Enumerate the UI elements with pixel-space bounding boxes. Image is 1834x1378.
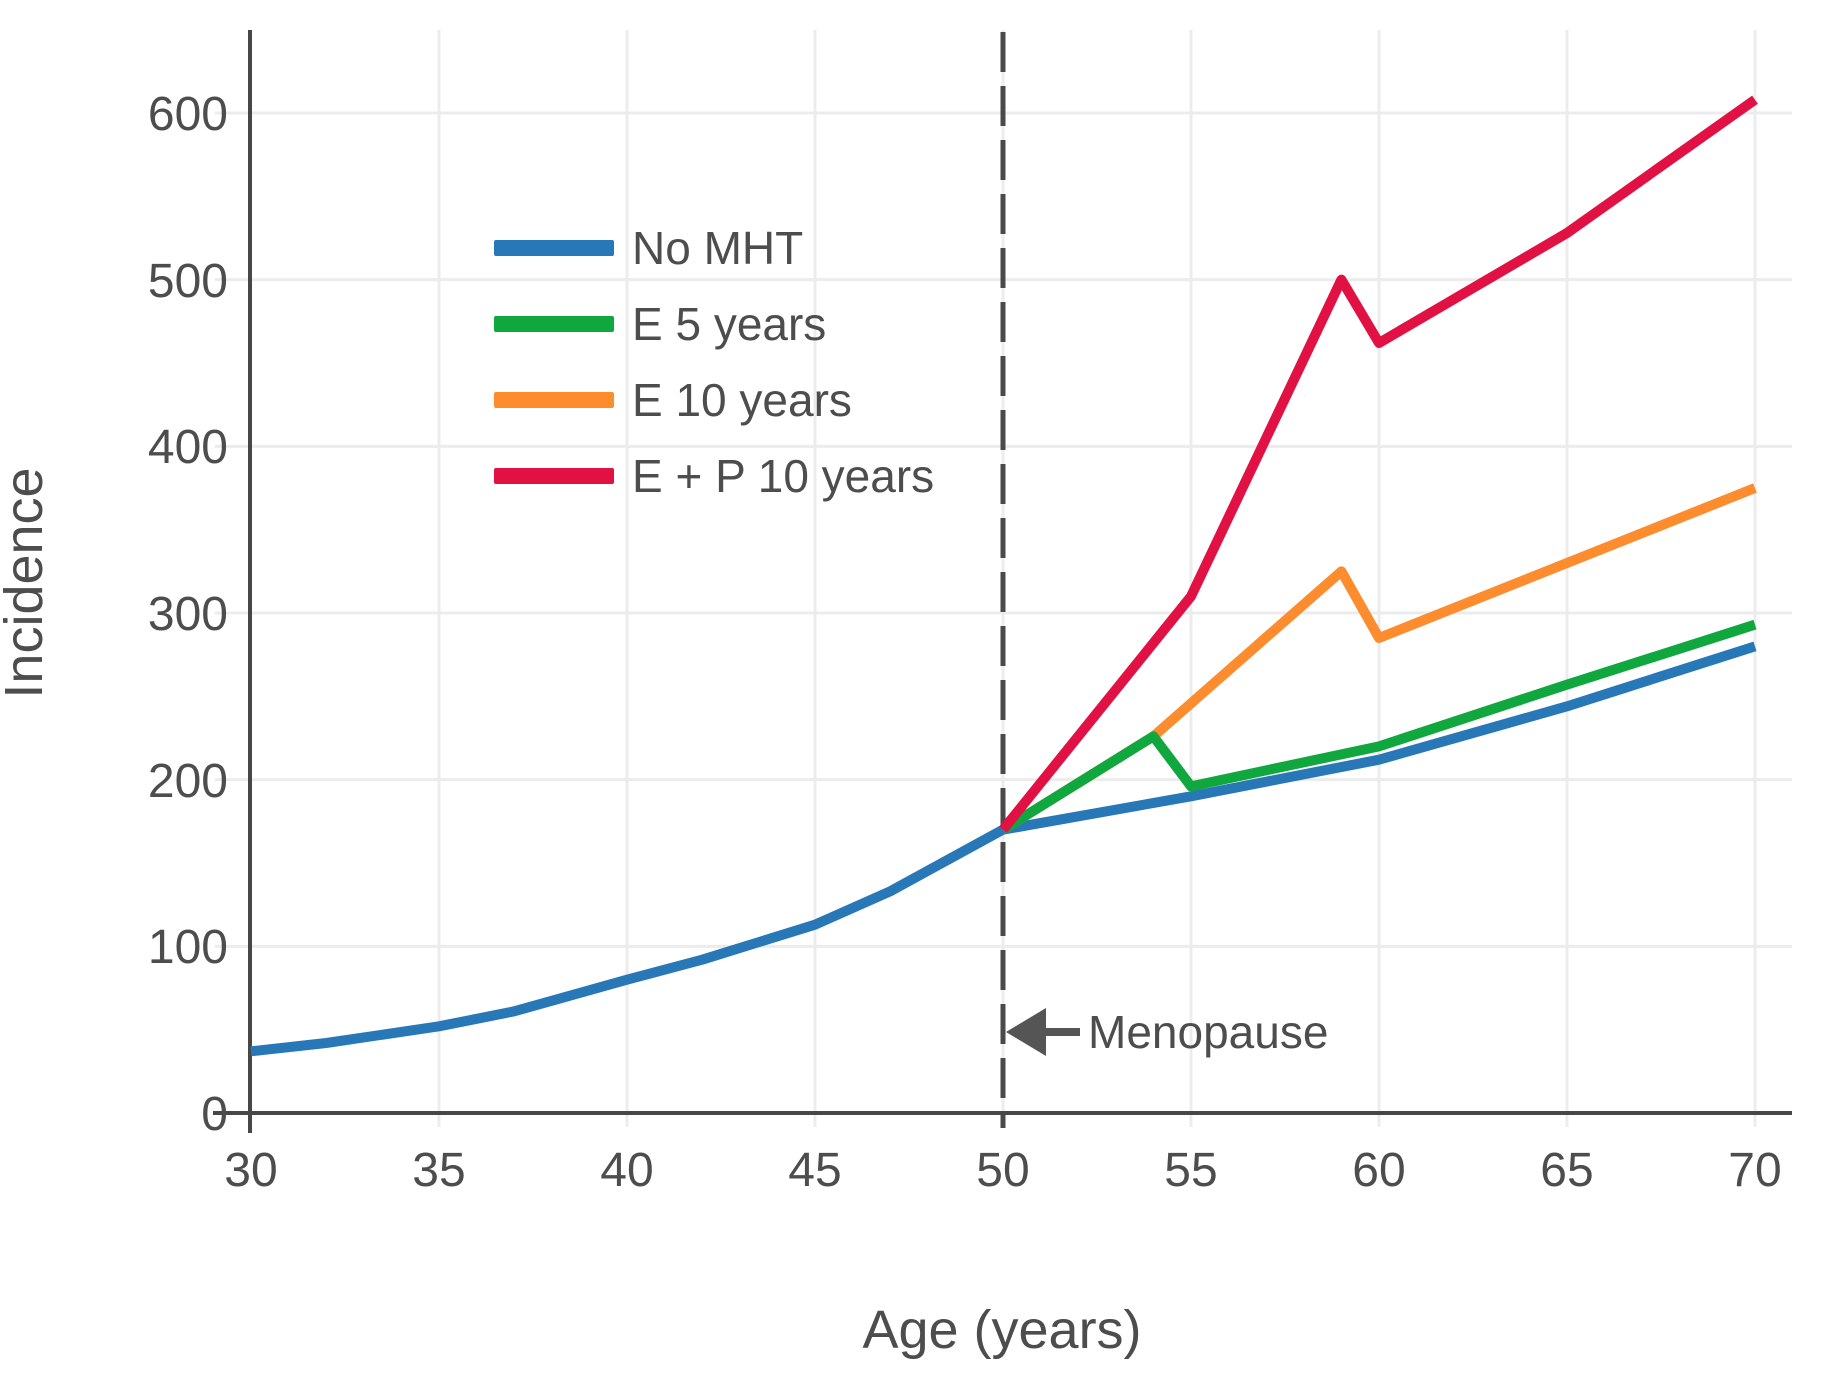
x-tick-50: 50 bbox=[976, 1144, 1029, 1197]
x-tick-65: 65 bbox=[1540, 1144, 1593, 1197]
series-line-e-5-years bbox=[1000, 619, 1757, 834]
legend-swatch-e-10-years bbox=[494, 392, 614, 408]
legend-label-ep10: E + P 10 years bbox=[632, 450, 934, 502]
x-tick-70: 70 bbox=[1728, 1144, 1781, 1197]
x-axis-title: Age (years) bbox=[862, 1300, 1141, 1360]
legend-label-e10: E 10 years bbox=[632, 374, 852, 426]
legend-swatch-e-p-10-years bbox=[494, 468, 614, 484]
x-tick-40: 40 bbox=[600, 1144, 653, 1197]
y-tick-0: 0 bbox=[201, 1088, 228, 1141]
y-tick-200: 200 bbox=[148, 755, 228, 808]
y-tick-300: 300 bbox=[148, 588, 228, 641]
data-series-lines bbox=[250, 95, 1758, 1057]
legend-label-e5: E 5 years bbox=[632, 298, 826, 350]
x-tick-35: 35 bbox=[412, 1144, 465, 1197]
legend-label-no-mht: No MHT bbox=[632, 222, 803, 274]
y-tick-500: 500 bbox=[148, 255, 228, 308]
series-line-e-p-10-years bbox=[999, 95, 1758, 833]
y-tick-100: 100 bbox=[148, 921, 228, 974]
series-line-no-mht bbox=[250, 641, 1757, 1057]
x-tick-55: 55 bbox=[1164, 1144, 1217, 1197]
y-axis-title: Incidence bbox=[0, 467, 54, 698]
x-tick-60: 60 bbox=[1352, 1144, 1405, 1197]
left-arrow-icon bbox=[1006, 1008, 1080, 1056]
legend-swatches bbox=[494, 240, 614, 484]
y-tick-600: 600 bbox=[148, 88, 228, 141]
y-tick-400: 400 bbox=[148, 421, 228, 474]
x-tick-30: 30 bbox=[224, 1144, 277, 1197]
x-tick-45: 45 bbox=[788, 1144, 841, 1197]
axes bbox=[213, 30, 1792, 1133]
legend-swatch-no-mht bbox=[494, 240, 614, 256]
legend-swatch-e-5-years bbox=[494, 316, 614, 332]
menopause-annotation: Menopause bbox=[1088, 1006, 1328, 1058]
